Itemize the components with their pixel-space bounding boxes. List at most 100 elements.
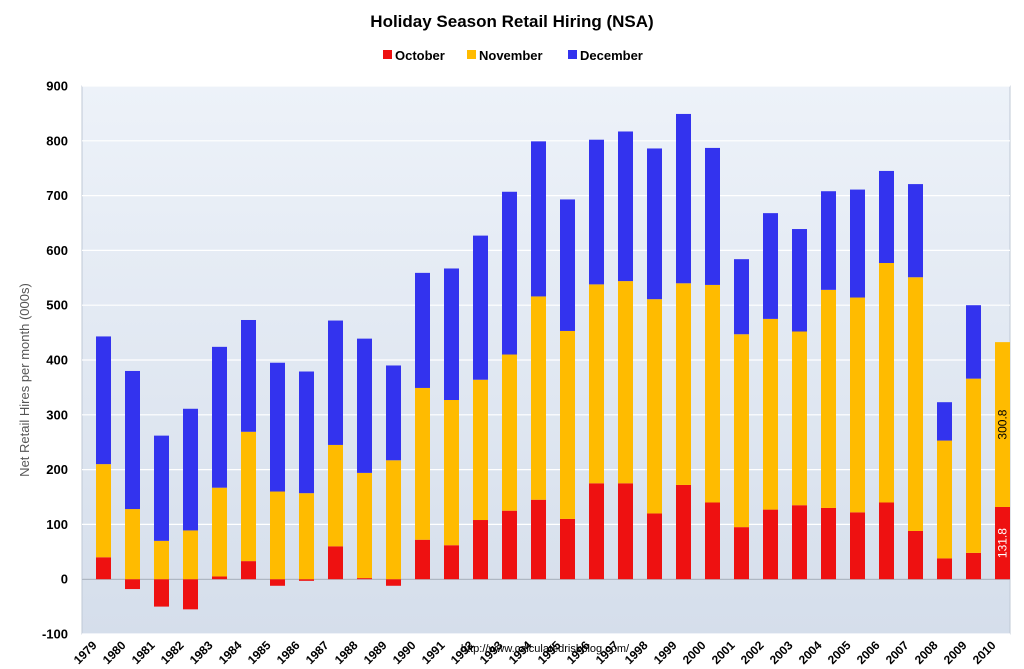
- bar-october-2010: [995, 506, 1010, 580]
- y-tick-label: -100: [42, 627, 68, 642]
- bar-december-2005: [850, 189, 865, 298]
- bar-november-1994: [531, 296, 546, 500]
- bar-october-1986: [299, 579, 314, 581]
- bar-october-1987: [328, 546, 343, 580]
- data-label-november-2010: 300.8: [996, 409, 1010, 439]
- legend-swatch-november: [467, 50, 476, 59]
- bar-october-2007: [908, 530, 923, 580]
- bar-december-2006: [879, 170, 894, 264]
- bar-december-1999: [676, 113, 691, 284]
- bar-november-2006: [879, 263, 894, 503]
- bar-december-1989: [386, 365, 401, 461]
- bar-december-1996: [589, 139, 604, 285]
- x-tick-label: 2009: [941, 638, 970, 667]
- bar-november-1984: [241, 431, 256, 562]
- bar-december-1979: [96, 336, 111, 465]
- legend-label-november: November: [479, 48, 543, 63]
- x-tick-label: 1985: [245, 638, 274, 667]
- x-tick-label: 2003: [767, 638, 796, 667]
- x-tick-label: 1981: [129, 638, 158, 667]
- bar-november-2000: [705, 284, 720, 503]
- bar-november-1993: [502, 354, 517, 511]
- bar-november-1987: [328, 444, 343, 547]
- y-tick-label: 100: [46, 517, 68, 532]
- bar-november-2001: [734, 334, 749, 528]
- bar-december-1990: [415, 272, 430, 388]
- bar-october-1979: [96, 557, 111, 580]
- bar-october-1998: [647, 513, 662, 580]
- chart-legend: October November December: [383, 48, 643, 63]
- bar-december-1981: [154, 435, 169, 541]
- x-tick-label: 1989: [361, 638, 390, 667]
- bar-november-2004: [821, 289, 836, 508]
- x-tick-label: 1984: [216, 638, 245, 667]
- bar-october-1982: [183, 579, 198, 610]
- bar-october-1997: [618, 483, 633, 580]
- y-tick-label: 400: [46, 353, 68, 368]
- bar-december-1982: [183, 408, 198, 531]
- bar-november-1985: [270, 491, 285, 580]
- bar-november-1992: [473, 379, 488, 521]
- bar-october-1981: [154, 579, 169, 607]
- bar-october-2005: [850, 512, 865, 580]
- bar-december-2002: [763, 213, 778, 319]
- bar-november-1996: [589, 284, 604, 484]
- bar-october-1992: [473, 520, 488, 580]
- bar-december-1988: [357, 338, 372, 473]
- bar-november-1995: [560, 330, 575, 519]
- bar-december-2003: [792, 229, 807, 332]
- bar-december-2000: [705, 147, 720, 285]
- bar-october-2000: [705, 502, 720, 580]
- data-label-october-2010: 131.8: [996, 528, 1010, 558]
- bar-october-2006: [879, 502, 894, 580]
- x-tick-label: 1990: [390, 638, 419, 667]
- x-tick-label: 2000: [680, 638, 709, 667]
- y-axis-label: Net Retail Hires per month (000s): [17, 283, 32, 477]
- bar-november-1983: [212, 487, 227, 577]
- bar-october-1993: [502, 510, 517, 580]
- y-tick-label: 200: [46, 462, 68, 477]
- bar-october-1995: [560, 518, 575, 580]
- bar-november-1986: [299, 493, 314, 580]
- legend-swatch-october: [383, 50, 392, 59]
- bar-december-2008: [937, 402, 952, 441]
- chart-title: Holiday Season Retail Hiring (NSA): [370, 12, 653, 31]
- bar-november-1997: [618, 281, 633, 484]
- y-tick-label: 800: [46, 133, 68, 148]
- x-tick-label: 2007: [883, 638, 912, 667]
- bar-november-1979: [96, 464, 111, 558]
- y-tick-label: 0: [61, 572, 68, 587]
- bar-october-1994: [531, 499, 546, 580]
- bar-november-2002: [763, 318, 778, 510]
- bar-december-1991: [444, 268, 459, 401]
- x-tick-label: 1986: [274, 638, 303, 667]
- bar-december-1993: [502, 191, 517, 355]
- bar-october-1980: [125, 579, 140, 590]
- y-tick-label: 900: [46, 79, 68, 94]
- bar-december-1987: [328, 320, 343, 445]
- legend-label-december: December: [580, 48, 643, 63]
- bar-november-1981: [154, 540, 169, 580]
- legend-label-october: October: [395, 48, 445, 63]
- bar-october-1991: [444, 545, 459, 580]
- bar-october-1983: [212, 576, 227, 580]
- bar-december-1998: [647, 148, 662, 300]
- bar-november-1998: [647, 299, 662, 514]
- bar-october-1984: [241, 561, 256, 580]
- data-labels: 131.8 300.8: [996, 409, 1010, 558]
- x-tick-label: 1980: [100, 638, 129, 667]
- bar-december-2007: [908, 184, 923, 278]
- bar-october-2001: [734, 527, 749, 580]
- bar-december-1984: [241, 319, 256, 432]
- bar-november-2005: [850, 297, 865, 513]
- y-tick-label: 300: [46, 407, 68, 422]
- x-tick-label: 2010: [970, 638, 999, 667]
- y-axis-ticks: -100 0 100 200 300 400 500 600 700 800 900: [42, 79, 68, 642]
- bar-october-2002: [763, 509, 778, 580]
- bar-october-1990: [415, 539, 430, 580]
- x-tick-label: 1982: [158, 638, 187, 667]
- bar-october-1996: [589, 483, 604, 580]
- bar-october-1989: [386, 579, 401, 586]
- bar-series: [96, 113, 1010, 610]
